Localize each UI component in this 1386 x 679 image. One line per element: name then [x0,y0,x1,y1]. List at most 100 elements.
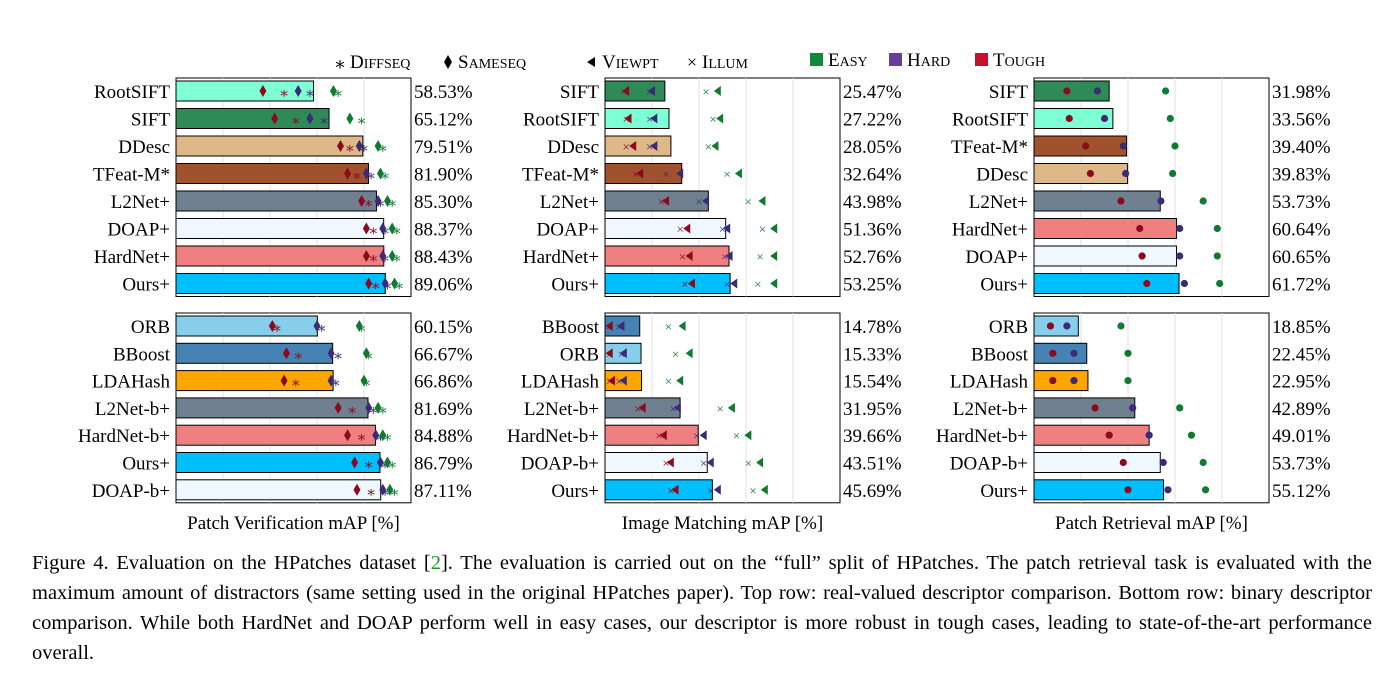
verification-real-category-label-0: RootSIFT [94,82,170,103]
retrieval-real-bar-4 [1033,190,1161,212]
verification-binary-diffseq-hard-5: ∗ [380,458,390,474]
verification-real-diffseq-easy-1: ∗ [357,114,367,130]
verification-real-value-label-0: 58.53% [414,82,473,103]
verification-real-sameseq-hard-0 [294,85,302,97]
retrieval-binary-value-label-1: 22.45% [1272,344,1331,365]
matching-real-value-label-6: 52.76% [843,247,902,268]
matching-binary-viewpt-hard-3 [673,402,681,413]
verification-binary-category-label-3: L2Net-b+ [95,399,170,420]
matching-binary-viewpt-tough-6 [671,484,679,495]
verification-real-sameseq-tough-1 [271,112,279,125]
verification-real-bar-1 [175,108,330,129]
verification-binary-value-label-2: 66.86% [414,372,473,393]
verification-real-diffseq-hard-6: ∗ [380,251,390,267]
retrieval-real-dot-easy-5 [1213,224,1221,233]
retrieval-real-value-label-4: 53.73% [1272,192,1331,213]
verification-real-bar-3 [175,163,369,184]
matching-real-viewpt-hard-0 [648,86,655,96]
verification-real-sameseq-easy-1 [346,112,354,125]
verification-real-sameseq-hard-6 [379,250,387,262]
retrieval-real-dot-hard-7 [1180,279,1188,288]
verification-binary-sameseq-tough-2 [280,374,288,387]
legend-hard-swatch [889,53,902,66]
legend-illum-icon: × [687,52,697,72]
retrieval-real-dot-hard-3 [1122,169,1130,178]
verification-real-sameseq-tough-5 [362,222,370,235]
verification-real-category-label-7: Ours+ [122,275,170,296]
matching-real-category-label-4: L2Net+ [540,192,599,213]
retrieval-real-value-label-7: 61.72% [1272,275,1331,296]
retrieval-binary-value-label-5: 53.73% [1272,454,1331,475]
matching-real-viewpt-hard-7 [730,278,738,289]
verification-binary-value-label-6: 87.11% [414,481,472,502]
matching-binary-value-label-1: 15.33% [843,344,902,365]
verification-real-sameseq-tough-4 [358,195,366,207]
verification-real-sameseq-hard-7 [381,277,389,290]
verification-real-diffseq-easy-2: ∗ [378,141,388,157]
retrieval-real-dot-tough-0 [1063,87,1071,95]
retrieval-real-dot-hard-6 [1176,252,1184,260]
verification-real-diffseq-easy-6: ∗ [392,251,402,267]
verification-real-category-label-3: TFeat-M* [93,165,170,186]
retrieval-real-dot-hard-0 [1093,87,1102,95]
matching-binary-illum-easy-6: × [749,483,756,498]
matching-binary-viewpt-easy-5 [756,457,764,468]
retrieval-binary-bar-0 [1033,315,1079,337]
matching-binary-viewpt-hard-4 [699,430,707,441]
verification-binary-category-label-1: BBoost [113,344,171,365]
verification-binary-diffseq-hard-1: ∗ [333,348,343,364]
retrieval-binary-dot-hard-6 [1164,486,1172,494]
matching-binary-illum-tough-3: × [634,401,641,416]
retrieval-real-dot-easy-0 [1162,87,1170,95]
verification-real-sameseq-easy-6 [388,250,396,262]
verification-real-value-label-5: 88.37% [414,220,473,241]
retrieval-binary-dot-easy-0 [1117,322,1125,330]
verification-real-diffseq-tough-3: ∗ [352,169,362,185]
verification-binary-sameseq-hard-1 [327,347,335,360]
matching-binary-illum-easy-2: × [665,374,672,389]
retrieval-binary-dot-tough-5 [1119,458,1127,467]
retrieval-binary-category-label-0: ORB [989,317,1028,338]
verification-binary-bar-0 [175,315,318,337]
retrieval-real-dot-easy-6 [1213,252,1221,260]
verification-binary-diffseq-easy-4: ∗ [382,430,392,446]
matching-real-bar-1 [604,108,670,129]
matching-real-illum-easy-3: × [724,167,731,182]
verification-real-bar-0 [175,80,315,102]
matching-real-illum-tough-2: × [622,139,629,154]
verification-binary-value-label-4: 84.88% [414,426,473,447]
matching-real-category-label-3: TFeat-M* [522,165,599,186]
retrieval-binary-category-label-4: HardNet-b+ [936,426,1028,447]
matching-real-illum-easy-6: × [756,249,763,264]
retrieval-real-dot-easy-4 [1199,197,1207,205]
verification-real-diffseq-tough-7: ∗ [371,279,381,295]
verification-binary-diffseq-tough-5: ∗ [364,458,374,474]
caption-text-start: Evaluation on the HPatches dataset [ [108,552,431,574]
verification-real-sameseq-easy-4 [384,195,391,207]
verification-binary-diffseq-easy-1: ∗ [364,348,374,364]
matching-binary-illum-easy-5: × [745,456,752,471]
matching-binary-viewpt-hard-6 [713,484,721,495]
verification-binary-sameseq-hard-2 [327,374,335,387]
retrieval-real-dot-tough-2 [1082,142,1090,150]
caption-reference-link[interactable]: 2 [430,552,441,574]
matching-real-value-label-7: 53.25% [843,275,902,296]
retrieval-binary-bar-5 [1033,452,1161,473]
matching-real-category-label-6: HardNet+ [523,247,599,268]
matching-binary-viewpt-hard-1 [619,348,627,359]
verification-real-bar-2 [175,135,364,157]
retrieval-binary-dot-easy-4 [1187,431,1196,439]
retrieval-binary-dot-easy-3 [1176,404,1184,412]
matching-binary-value-label-3: 31.95% [843,399,902,420]
matching-real-category-label-1: RootSIFT [523,110,599,131]
verification-real-diffseq-hard-0: ∗ [305,86,315,102]
verification-binary-diffseq-hard-3: ∗ [368,403,378,419]
retrieval-binary-dot-easy-5 [1199,458,1207,467]
verification-binary-bar-1 [175,342,334,364]
retrieval-binary-dot-tough-6 [1124,486,1132,494]
matching-real-value-label-1: 27.22% [843,110,902,131]
verification-real-sameseq-hard-3 [362,167,370,180]
legend-easy-swatch [810,53,823,66]
verification-binary-category-label-4: HardNet-b+ [78,426,170,447]
verification-real-sameseq-easy-2 [374,140,382,152]
